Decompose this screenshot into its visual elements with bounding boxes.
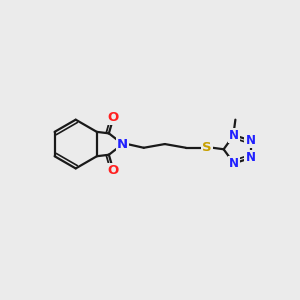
Text: N: N: [117, 138, 128, 151]
Text: N: N: [245, 152, 256, 164]
Text: N: N: [245, 134, 256, 147]
Text: methyl: methyl: [236, 116, 240, 117]
Text: O: O: [108, 164, 119, 177]
Text: N: N: [229, 129, 239, 142]
Text: O: O: [108, 111, 119, 124]
Text: S: S: [202, 141, 212, 154]
Text: N: N: [229, 157, 239, 170]
